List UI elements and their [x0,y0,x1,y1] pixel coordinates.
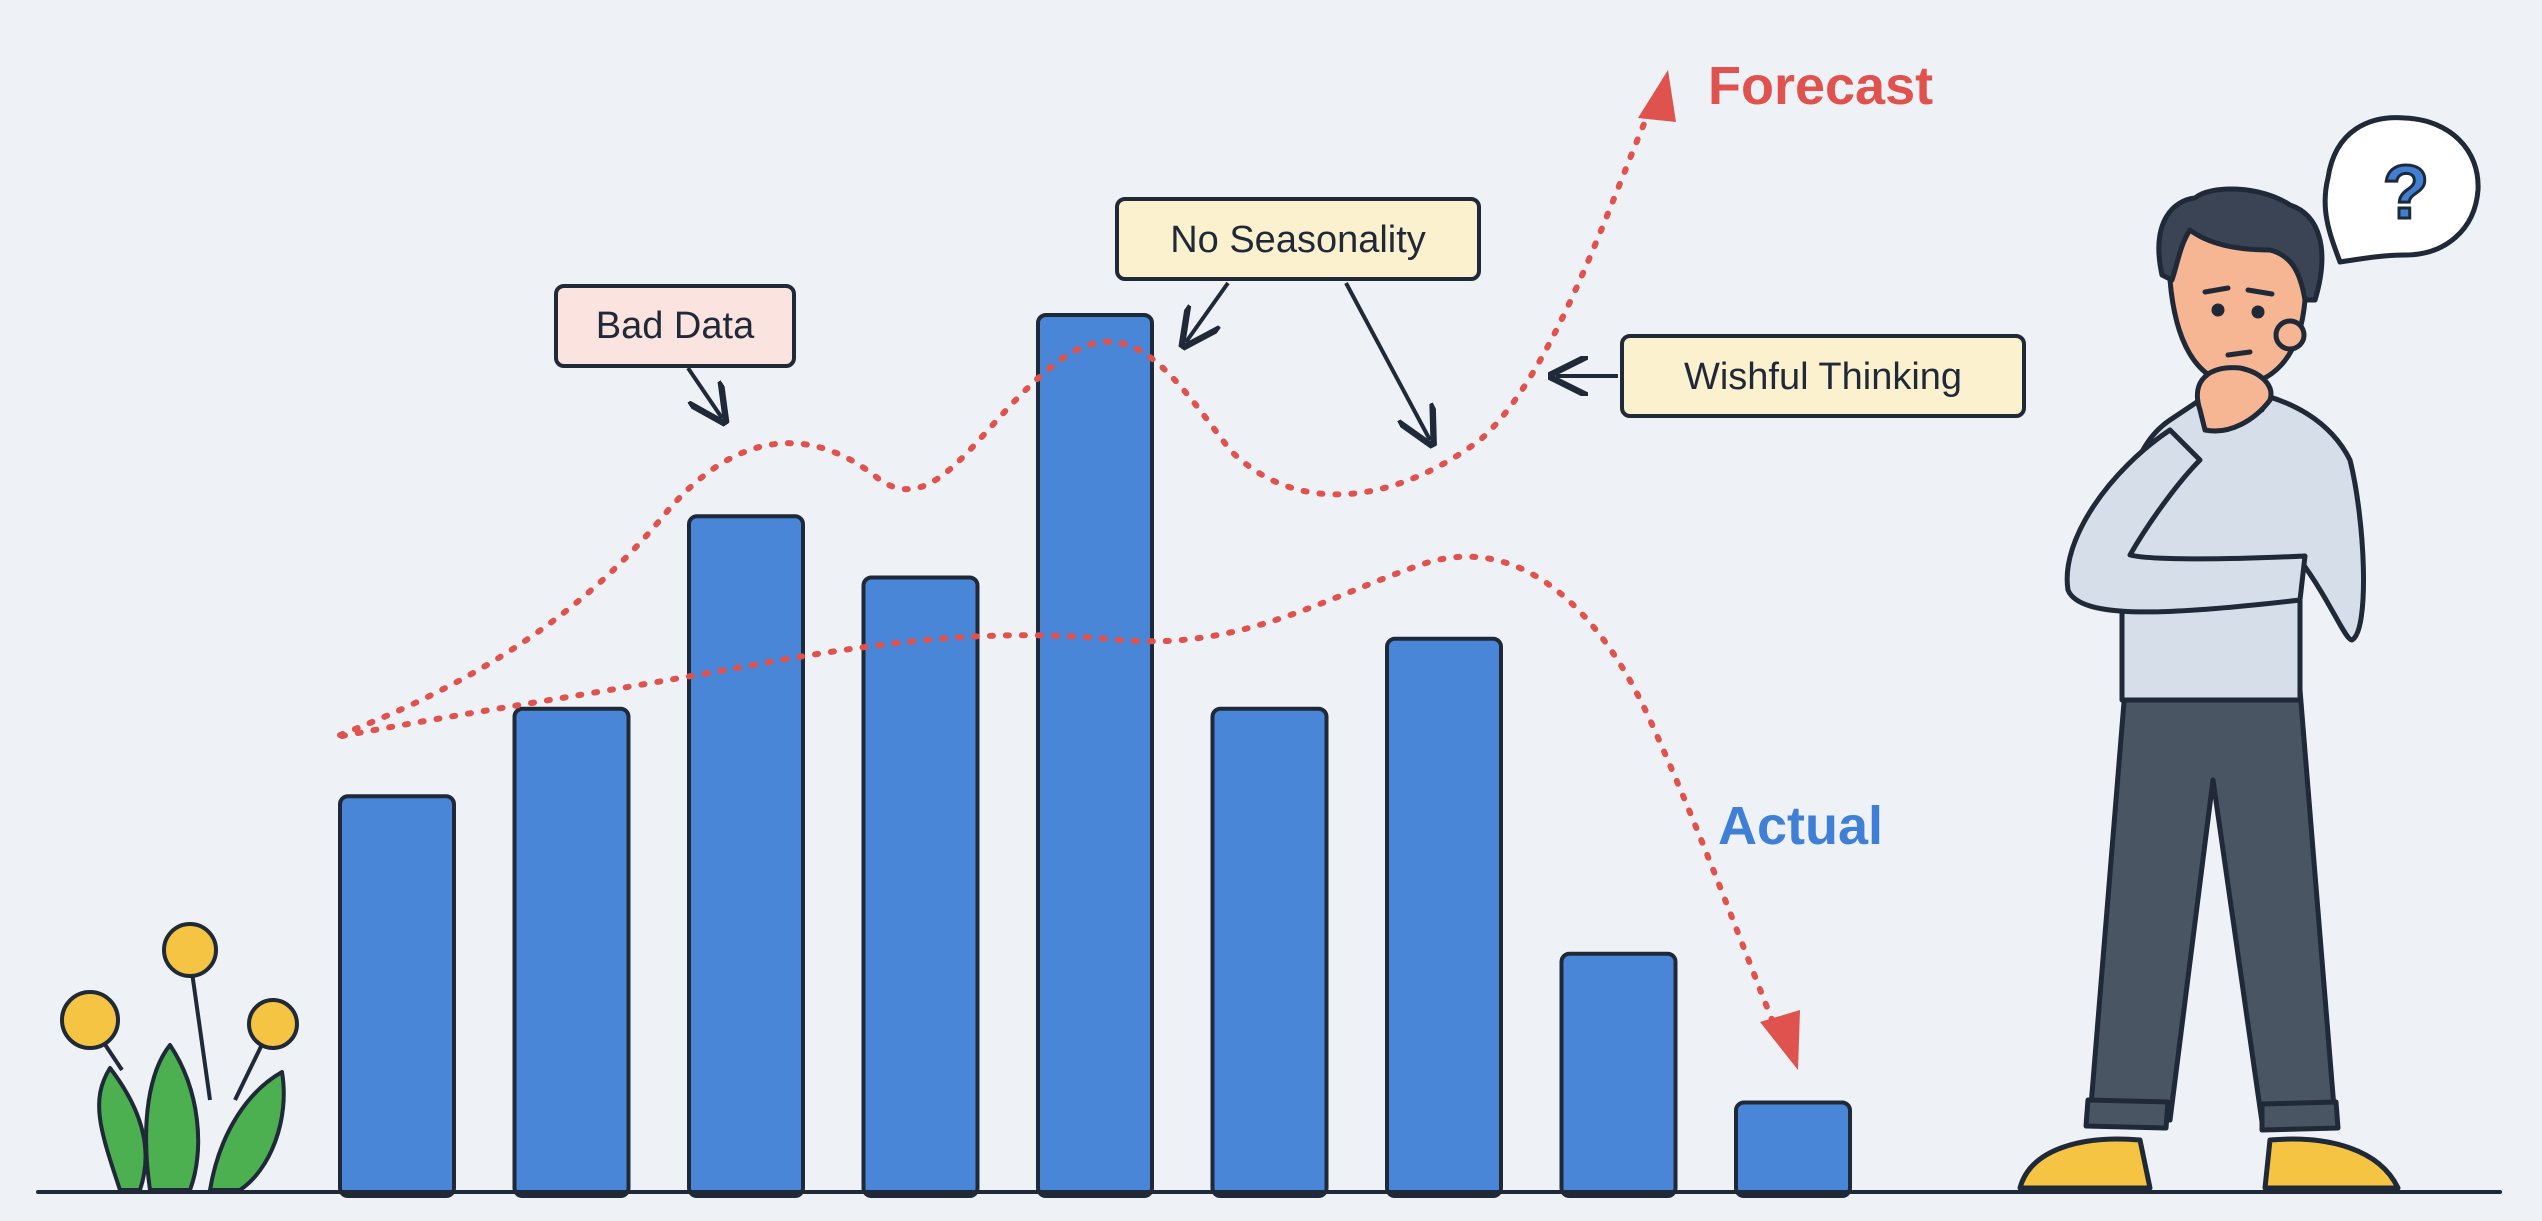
forecast-arrowhead [1638,70,1676,122]
forecast-label: Forecast [1708,56,1933,116]
bad-data-callout: Bad Data [554,284,796,418]
flower-plant-icon [60,922,299,1192]
bar-8 [1559,951,1678,1198]
projection-line [339,553,1783,1043]
bar-1 [338,794,456,1198]
bar-2 [512,706,631,1198]
bar-4 [861,575,980,1198]
projection-arrowhead [1760,1010,1800,1070]
bad-data-label: Bad Data [596,305,755,347]
question-mark: ? [2383,150,2429,235]
bar-5 [1036,313,1154,1198]
bars-group [338,313,1852,1198]
bar-9 [1734,1100,1852,1198]
no-seasonality-label: No Seasonality [1170,219,1426,261]
bar-7 [1385,636,1503,1198]
bar-6 [1210,706,1329,1198]
thinking-person-icon [2017,115,2481,1191]
no-seasonality-callout: No Seasonality [1115,197,1481,440]
bar-3 [687,514,805,1198]
wishful-thinking-callout: Wishful Thinking [1556,334,2026,418]
wishful-thinking-label: Wishful Thinking [1684,356,1962,398]
forecast-line [337,85,1663,738]
question-bubble-icon [2322,115,2481,265]
actual-label: Actual [1718,796,1883,856]
